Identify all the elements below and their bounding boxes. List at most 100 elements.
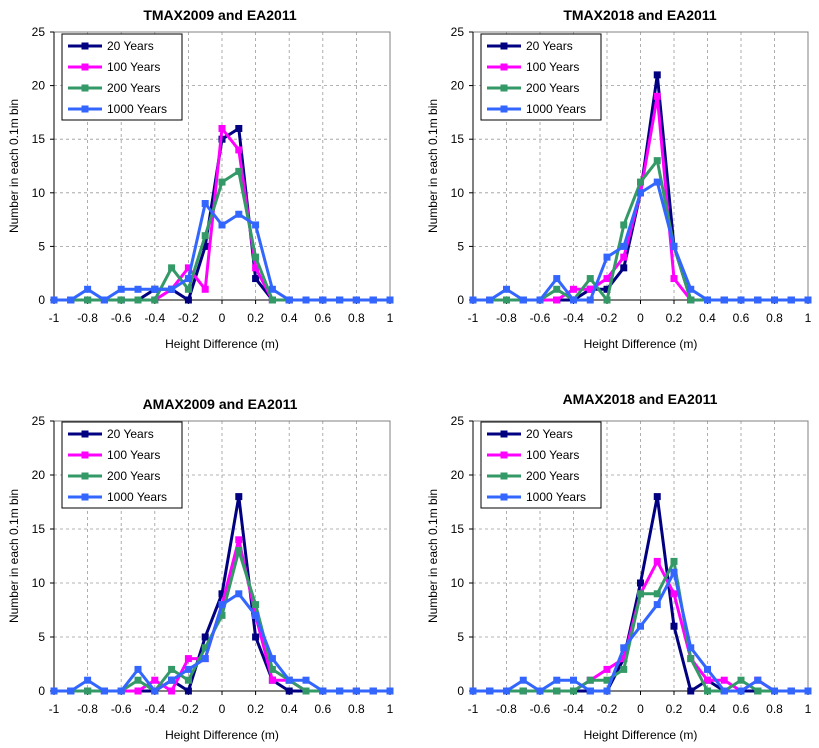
x-tick-label: 1 [387, 702, 394, 716]
chart-title: TMAX2009 and EA2011 [143, 7, 297, 23]
x-tick-label: -0.8 [77, 702, 98, 716]
data-point [737, 296, 745, 304]
y-tick-label: 25 [32, 414, 46, 428]
data-point [737, 676, 745, 684]
data-point [67, 296, 75, 304]
data-point [168, 687, 176, 695]
data-point [201, 242, 209, 250]
data-point [754, 296, 762, 304]
data-point [336, 687, 344, 695]
data-point [637, 189, 644, 197]
data-point [620, 264, 628, 272]
data-point [218, 611, 226, 619]
legend-entry: 20 Years [107, 39, 154, 53]
y-tick-label: 20 [32, 79, 46, 93]
data-point [184, 275, 192, 283]
data-point [519, 687, 527, 695]
data-point [653, 590, 661, 598]
x-tick-label: -1 [49, 702, 60, 716]
data-point [787, 296, 795, 304]
data-point [235, 590, 243, 598]
legend-entry: 200 Years [526, 469, 579, 483]
data-point [603, 676, 611, 684]
legend-swatch-marker [500, 451, 508, 459]
chart-1: -1 -0.8 -0.6 -0.4 -0.2 0 0.2 0.4 0.6 0.8 105101520… [7, 7, 394, 351]
data-point [637, 579, 644, 587]
data-point [787, 687, 795, 695]
data-point [687, 285, 695, 293]
chart-title: AMAX2018 and EA2011 [563, 391, 718, 407]
data-point [369, 296, 377, 304]
data-point [218, 221, 226, 229]
x-tick-label: 1 [805, 311, 812, 325]
data-point [603, 687, 611, 695]
data-point [586, 676, 594, 684]
data-point [134, 296, 142, 304]
data-point [117, 687, 125, 695]
data-point [352, 687, 360, 695]
legend-swatch-marker [81, 430, 89, 438]
data-point [319, 296, 327, 304]
x-tick-label: -1 [49, 311, 60, 325]
data-point [201, 655, 209, 663]
data-point [134, 665, 142, 673]
data-point [503, 296, 510, 304]
data-point [218, 124, 226, 132]
chart-3: -1 -0.8 -0.6 -0.4 -0.2 0 0.2 0.4 0.6 0.8 105101520… [7, 396, 394, 742]
data-point [653, 92, 661, 100]
data-point [804, 296, 812, 304]
chart-title: AMAX2009 and EA2011 [143, 396, 298, 412]
data-point [352, 296, 360, 304]
data-point [386, 296, 394, 304]
data-point [653, 557, 661, 565]
data-point [670, 622, 678, 630]
data-point [235, 536, 243, 544]
x-tick-label: 0.6 [314, 702, 331, 716]
legend-swatch-marker [81, 105, 89, 113]
data-point [620, 242, 628, 250]
data-point [268, 296, 276, 304]
x-axis-label: Height Difference (m) [584, 728, 698, 742]
legend-swatch-marker [81, 84, 89, 92]
legend-entry: 100 Years [526, 60, 579, 74]
data-point [201, 232, 209, 240]
data-point [570, 676, 577, 684]
data-point [134, 676, 142, 684]
data-point [503, 285, 510, 293]
y-tick-label: 0 [457, 293, 464, 307]
y-tick-label: 15 [451, 132, 465, 146]
data-point [586, 687, 594, 695]
y-tick-label: 5 [38, 630, 45, 644]
data-point [637, 622, 644, 630]
y-tick-label: 10 [451, 186, 465, 200]
data-point [235, 167, 243, 175]
chart-4: -1 -0.8 -0.6 -0.4 -0.2 0 0.2 0.4 0.6 0.8 105101520… [426, 391, 812, 742]
data-point [570, 687, 577, 695]
data-point [285, 676, 293, 684]
x-tick-label: 0.4 [699, 702, 716, 716]
data-point [653, 493, 661, 501]
data-point [302, 687, 310, 695]
data-point [184, 285, 192, 293]
data-point [687, 644, 695, 652]
data-point [184, 655, 192, 663]
data-point [586, 275, 594, 283]
y-tick-label: 15 [451, 522, 465, 536]
data-point [117, 285, 125, 293]
x-tick-label: 0.2 [247, 311, 264, 325]
data-point [603, 665, 611, 673]
x-tick-label: 1 [387, 311, 394, 325]
x-tick-label: 0.6 [733, 702, 750, 716]
data-point [586, 296, 594, 304]
data-point [168, 264, 176, 272]
x-tick-label: 0.8 [766, 311, 783, 325]
data-point [218, 590, 226, 598]
data-point [84, 296, 92, 304]
data-point [670, 568, 678, 576]
data-point [218, 178, 226, 186]
data-point [720, 296, 728, 304]
legend-entry: 20 Years [526, 39, 573, 53]
data-point [235, 547, 243, 555]
data-point [184, 296, 192, 304]
